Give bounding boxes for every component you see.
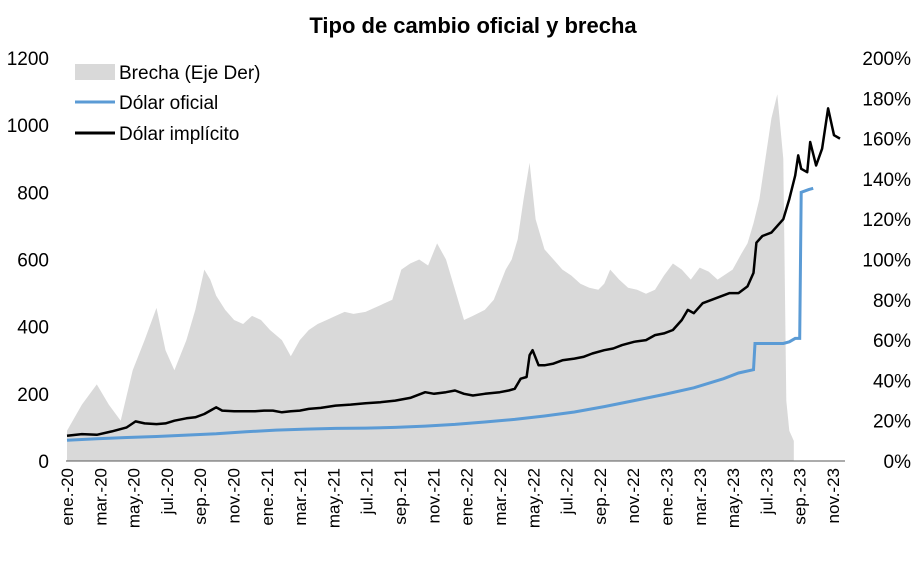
y-left-axis: 0 200 400 600 800 1000 1200 <box>7 49 49 473</box>
y-left-tick-label: 800 <box>17 183 49 204</box>
y-right-tick-label: 200% <box>862 49 911 70</box>
x-tick-label: jul.-23 <box>757 468 776 515</box>
y-left-tick-label: 600 <box>17 251 49 272</box>
y-left-tick-label: 0 <box>38 452 49 473</box>
y-right-tick-label: 160% <box>862 130 911 151</box>
y-left-tick-label: 1000 <box>7 116 49 137</box>
x-tick-label: mar.-23 <box>691 468 710 526</box>
legend-label-brecha: Brecha (Eje Der) <box>119 63 261 84</box>
y-right-tick-label: 140% <box>862 170 911 191</box>
x-tick-label: mar.-20 <box>91 468 110 526</box>
legend-label-oficial: Dólar oficial <box>119 93 218 114</box>
brecha-area <box>67 94 794 462</box>
y-right-tick-label: 0% <box>884 452 912 473</box>
x-tick-label: may.-21 <box>324 468 343 528</box>
y-left-tick-label: 1200 <box>7 49 49 70</box>
x-tick-label: mar.-22 <box>491 468 510 526</box>
x-tick-label: ene.-20 <box>58 468 77 526</box>
plot-area <box>66 94 845 462</box>
x-tick-label: nov.-20 <box>225 468 244 523</box>
y-right-tick-label: 120% <box>862 210 911 231</box>
dolar-oficial-line <box>66 186 814 442</box>
x-tick-label: nov.-22 <box>624 468 643 523</box>
x-tick-label: sep.-22 <box>591 468 610 525</box>
y-right-tick-label: 100% <box>862 251 911 272</box>
y-right-tick-label: 40% <box>873 371 911 392</box>
x-tick-label: may.-23 <box>724 468 743 528</box>
y-right-tick-label: 20% <box>873 412 911 433</box>
legend-label-implicito: Dólar implícito <box>119 124 239 145</box>
chart-title: Tipo de cambio oficial y brecha <box>309 13 637 38</box>
dolar-implicito-line <box>66 107 841 438</box>
x-tick-label: ene.-21 <box>258 468 277 526</box>
x-tick-label: mar.-21 <box>291 468 310 526</box>
x-tick-label: sep.-20 <box>191 468 210 525</box>
legend-swatch-brecha <box>75 64 115 80</box>
y-right-tick-label: 180% <box>862 89 911 110</box>
y-right-tick-label: 60% <box>873 331 911 352</box>
y-left-tick-label: 200 <box>17 385 49 406</box>
x-tick-label: may.-22 <box>524 468 543 528</box>
x-tick-label: ene.-22 <box>458 468 477 526</box>
x-tick-label: jul.-22 <box>558 468 577 515</box>
x-tick-label: nov.-21 <box>424 468 443 523</box>
y-right-axis: 0% 20% 40% 60% 80% 100% 120% 140% 160% 180% 200% <box>862 49 911 473</box>
x-axis: ene.-20 mar.-20 may.-20 jul.-20 sep.-20 nov.-… <box>58 468 843 528</box>
x-tick-label: sep.-21 <box>391 468 410 525</box>
x-tick-label: nov.-23 <box>824 468 843 523</box>
x-tick-label: jul.-21 <box>358 468 377 515</box>
x-tick-label: may.-20 <box>125 468 144 528</box>
y-right-tick-label: 80% <box>873 291 911 312</box>
x-tick-label: sep.-23 <box>791 468 810 525</box>
legend: Brecha (Eje Der) Dólar oficial Dólar imp… <box>75 63 261 145</box>
y-left-tick-label: 400 <box>17 318 49 339</box>
x-tick-label: jul.-20 <box>158 468 177 515</box>
x-tick-label: ene.-23 <box>657 468 676 526</box>
